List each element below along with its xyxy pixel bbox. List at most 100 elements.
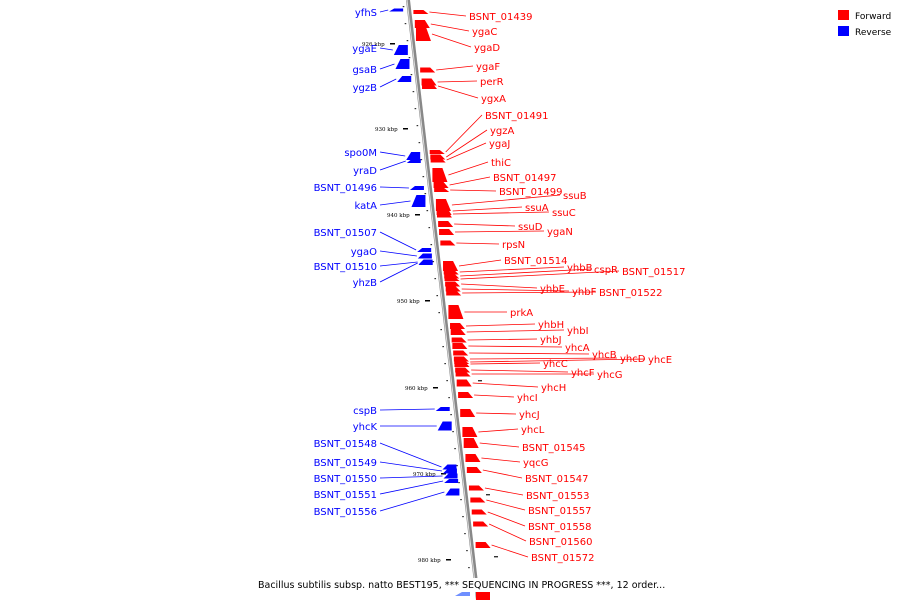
gene-bsnt-01507 xyxy=(417,248,432,252)
leader-line xyxy=(379,261,418,267)
leader-line xyxy=(474,394,515,398)
kbp-label: 970 kbp xyxy=(413,472,436,478)
gene-label-yhcc: yhcC xyxy=(543,359,568,370)
leader-line xyxy=(476,412,517,415)
gene-label-ygad: ygaD xyxy=(474,43,500,54)
gene-label-yhca: yhcA xyxy=(565,343,590,354)
tick-mark xyxy=(432,261,435,263)
gene-spo0m xyxy=(406,152,421,160)
tick-mark xyxy=(452,431,454,433)
gene-label-ygzb: ygzB xyxy=(353,83,378,94)
tick-mark xyxy=(486,494,490,496)
leader-line xyxy=(379,461,443,472)
leader-line xyxy=(448,161,489,176)
gene-label-ygaf: ygaF xyxy=(476,62,500,73)
tick-mark xyxy=(478,380,482,382)
gene-label-yhcj: yhcJ xyxy=(519,410,540,421)
gene-label-bsnt-01522: BSNT_01522 xyxy=(599,288,662,299)
gene-label-yhbb: yhbB xyxy=(567,263,593,274)
kbp-tick xyxy=(425,300,430,302)
leader-line xyxy=(379,231,417,251)
kbp-label: 940 kbp xyxy=(387,213,410,219)
kbp-labels: 926 kbp 930 kbp 940 kbp 950 kbp 960 kbp 970 k… xyxy=(362,42,451,564)
leader-line xyxy=(449,176,491,186)
gene-yhcf xyxy=(455,367,471,373)
kbp-tick xyxy=(403,128,408,130)
gene-label-bsnt-01491: BSNT_01491 xyxy=(485,111,548,122)
tick-mark xyxy=(462,516,464,518)
leader-line xyxy=(379,491,445,512)
gene-label-ssub: ssuB xyxy=(563,191,587,202)
gene-label-bsnt-01517: BSNT_01517 xyxy=(622,267,685,278)
gene-label-kata: katA xyxy=(354,201,377,212)
gene-label-gsab: gsaB xyxy=(352,65,377,76)
gene-prka xyxy=(448,305,464,319)
gene-label-bsnt-01548: BSNT_01548 xyxy=(314,439,377,450)
kbp-label: 930 kbp xyxy=(375,127,398,133)
leader-line xyxy=(481,457,521,463)
gene-label-perr: perR xyxy=(480,77,504,88)
leader-line xyxy=(482,469,523,479)
gene-bsnt-01545 xyxy=(463,438,479,448)
tick-mark xyxy=(442,346,444,348)
leader-line xyxy=(451,194,561,206)
gene-ygzb xyxy=(397,76,412,82)
leader-line xyxy=(431,33,472,48)
gene-yhbh xyxy=(450,323,466,329)
legend-swatch-forward xyxy=(838,10,849,20)
gene-label-yqcg: yqcG xyxy=(523,458,549,469)
leader-line xyxy=(379,200,411,206)
gene-bsnt-01522 xyxy=(446,290,462,296)
gene-label-ygao: ygaO xyxy=(351,247,377,258)
gene-label-bsnt-01549: BSNT_01549 xyxy=(314,458,377,469)
gene-label-ygaj: ygaJ xyxy=(489,139,510,150)
gene-partial xyxy=(476,592,490,600)
gene-label-yhbj: yhbJ xyxy=(540,335,562,346)
leader-line xyxy=(379,442,442,468)
gene-cspb xyxy=(435,407,450,411)
leader-line xyxy=(436,65,474,71)
kbp-tick xyxy=(433,387,438,389)
leader-line xyxy=(455,230,545,233)
gene-label-bsnt-01556: BSNT_01556 xyxy=(314,507,377,518)
legend-label-reverse: Reverse xyxy=(855,28,892,38)
gene-bsnt-01549 xyxy=(442,468,457,474)
leader-line xyxy=(458,259,502,267)
gene-label-yhcf: yhcF xyxy=(571,368,595,379)
tick-mark xyxy=(494,556,498,558)
gene-label-yfhs: yfhS xyxy=(355,8,377,19)
tick-mark xyxy=(434,278,437,280)
gene-yhcl xyxy=(462,427,478,437)
gene-rpsn xyxy=(440,240,456,246)
tick-mark xyxy=(454,448,456,450)
leader-line xyxy=(379,186,409,189)
gene-yhbb xyxy=(443,269,459,275)
caption-background xyxy=(250,578,650,592)
gene-ygxa xyxy=(422,83,438,89)
leader-line xyxy=(379,9,389,13)
tick-mark xyxy=(416,125,419,127)
leader-line xyxy=(461,283,538,289)
leader-line xyxy=(460,268,592,277)
kbp-tick xyxy=(390,43,395,45)
leader-line xyxy=(460,270,620,280)
gene-label-bsnt-01497: BSNT_01497 xyxy=(493,173,556,184)
gene-yhbe xyxy=(445,281,461,287)
tick-mark xyxy=(410,74,413,76)
leader-line xyxy=(445,114,483,153)
leader-line xyxy=(379,160,406,171)
gene-label-bsnt-01553: BSNT_01553 xyxy=(526,491,589,502)
kbp-tick xyxy=(446,559,451,561)
tick-mark xyxy=(468,567,470,569)
gene-label-yhcl: yhcL xyxy=(521,425,545,436)
gene-yhbf xyxy=(445,286,461,292)
gene-label-yhbe: yhbE xyxy=(540,284,565,295)
gene-label-yhck: yhcK xyxy=(353,422,378,433)
leader-line xyxy=(446,142,487,161)
gene-ygaj xyxy=(430,157,446,163)
gene-bsnt-01572 xyxy=(475,542,491,548)
gene-ssud xyxy=(438,221,454,227)
gene-yrad xyxy=(406,159,421,163)
legend: Forward Reverse xyxy=(838,10,892,38)
